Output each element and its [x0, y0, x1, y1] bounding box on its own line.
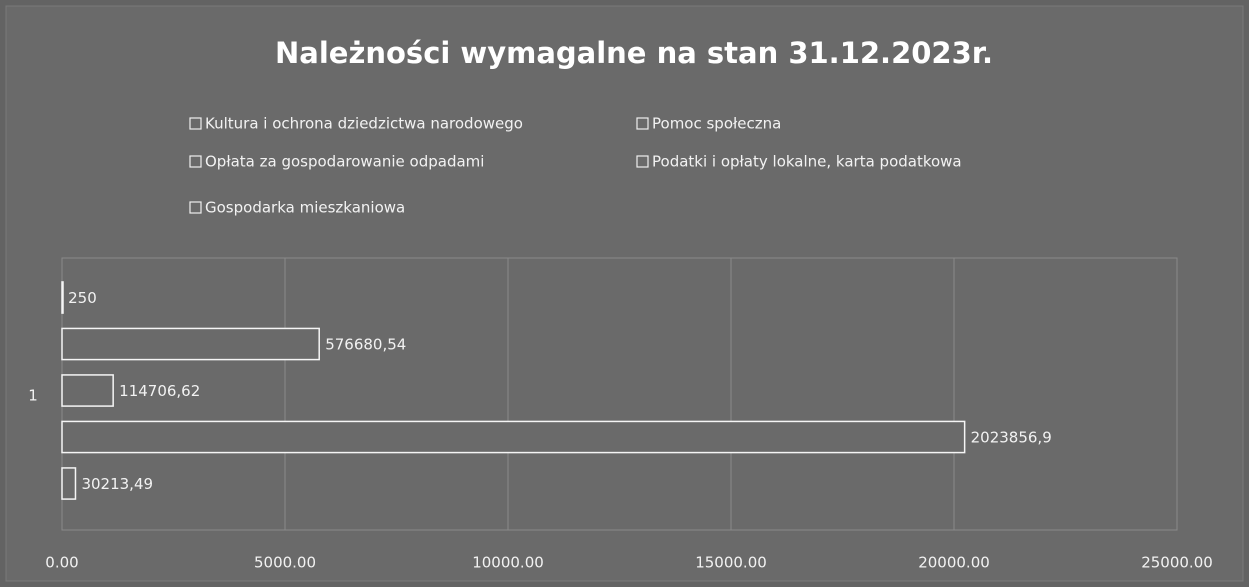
x-tick-label: 10000.00 [472, 554, 544, 572]
legend-key [189, 117, 202, 130]
legend-key [636, 117, 649, 130]
x-tick-label: 0.00 [45, 554, 78, 572]
bar [61, 420, 966, 454]
data-label: 250 [68, 289, 97, 307]
legend-label: Opłata za gospodarowanie odpadami [205, 153, 484, 171]
y-tick-label: 1 [28, 387, 38, 405]
x-tick-label: 5000.00 [254, 554, 316, 572]
bar [61, 374, 114, 407]
bar [61, 281, 64, 314]
chart-area [5, 5, 1244, 582]
x-tick-label: 25000.00 [1141, 554, 1213, 572]
x-tick-label: 15000.00 [695, 554, 767, 572]
chart-title: Należności wymagalne na stan 31.12.2023r… [275, 36, 993, 70]
legend-label: Pomoc społeczna [652, 115, 781, 133]
legend-label: Gospodarka mieszkaniowa [205, 199, 405, 217]
bar [61, 467, 77, 500]
data-label: 576680,54 [325, 336, 406, 354]
bar [61, 327, 320, 361]
legend-key [189, 201, 202, 214]
data-label: 114706,62 [119, 382, 200, 400]
legend-label: Kultura i ochrona dziedzictwa narodowego [205, 115, 523, 133]
legend-key [189, 155, 202, 168]
data-label: 2023856,9 [971, 429, 1052, 447]
x-tick-label: 20000.00 [918, 554, 990, 572]
data-label: 30213,49 [81, 475, 153, 493]
legend-key [636, 155, 649, 168]
legend-label: Podatki i opłaty lokalne, karta podatkow… [652, 153, 962, 171]
